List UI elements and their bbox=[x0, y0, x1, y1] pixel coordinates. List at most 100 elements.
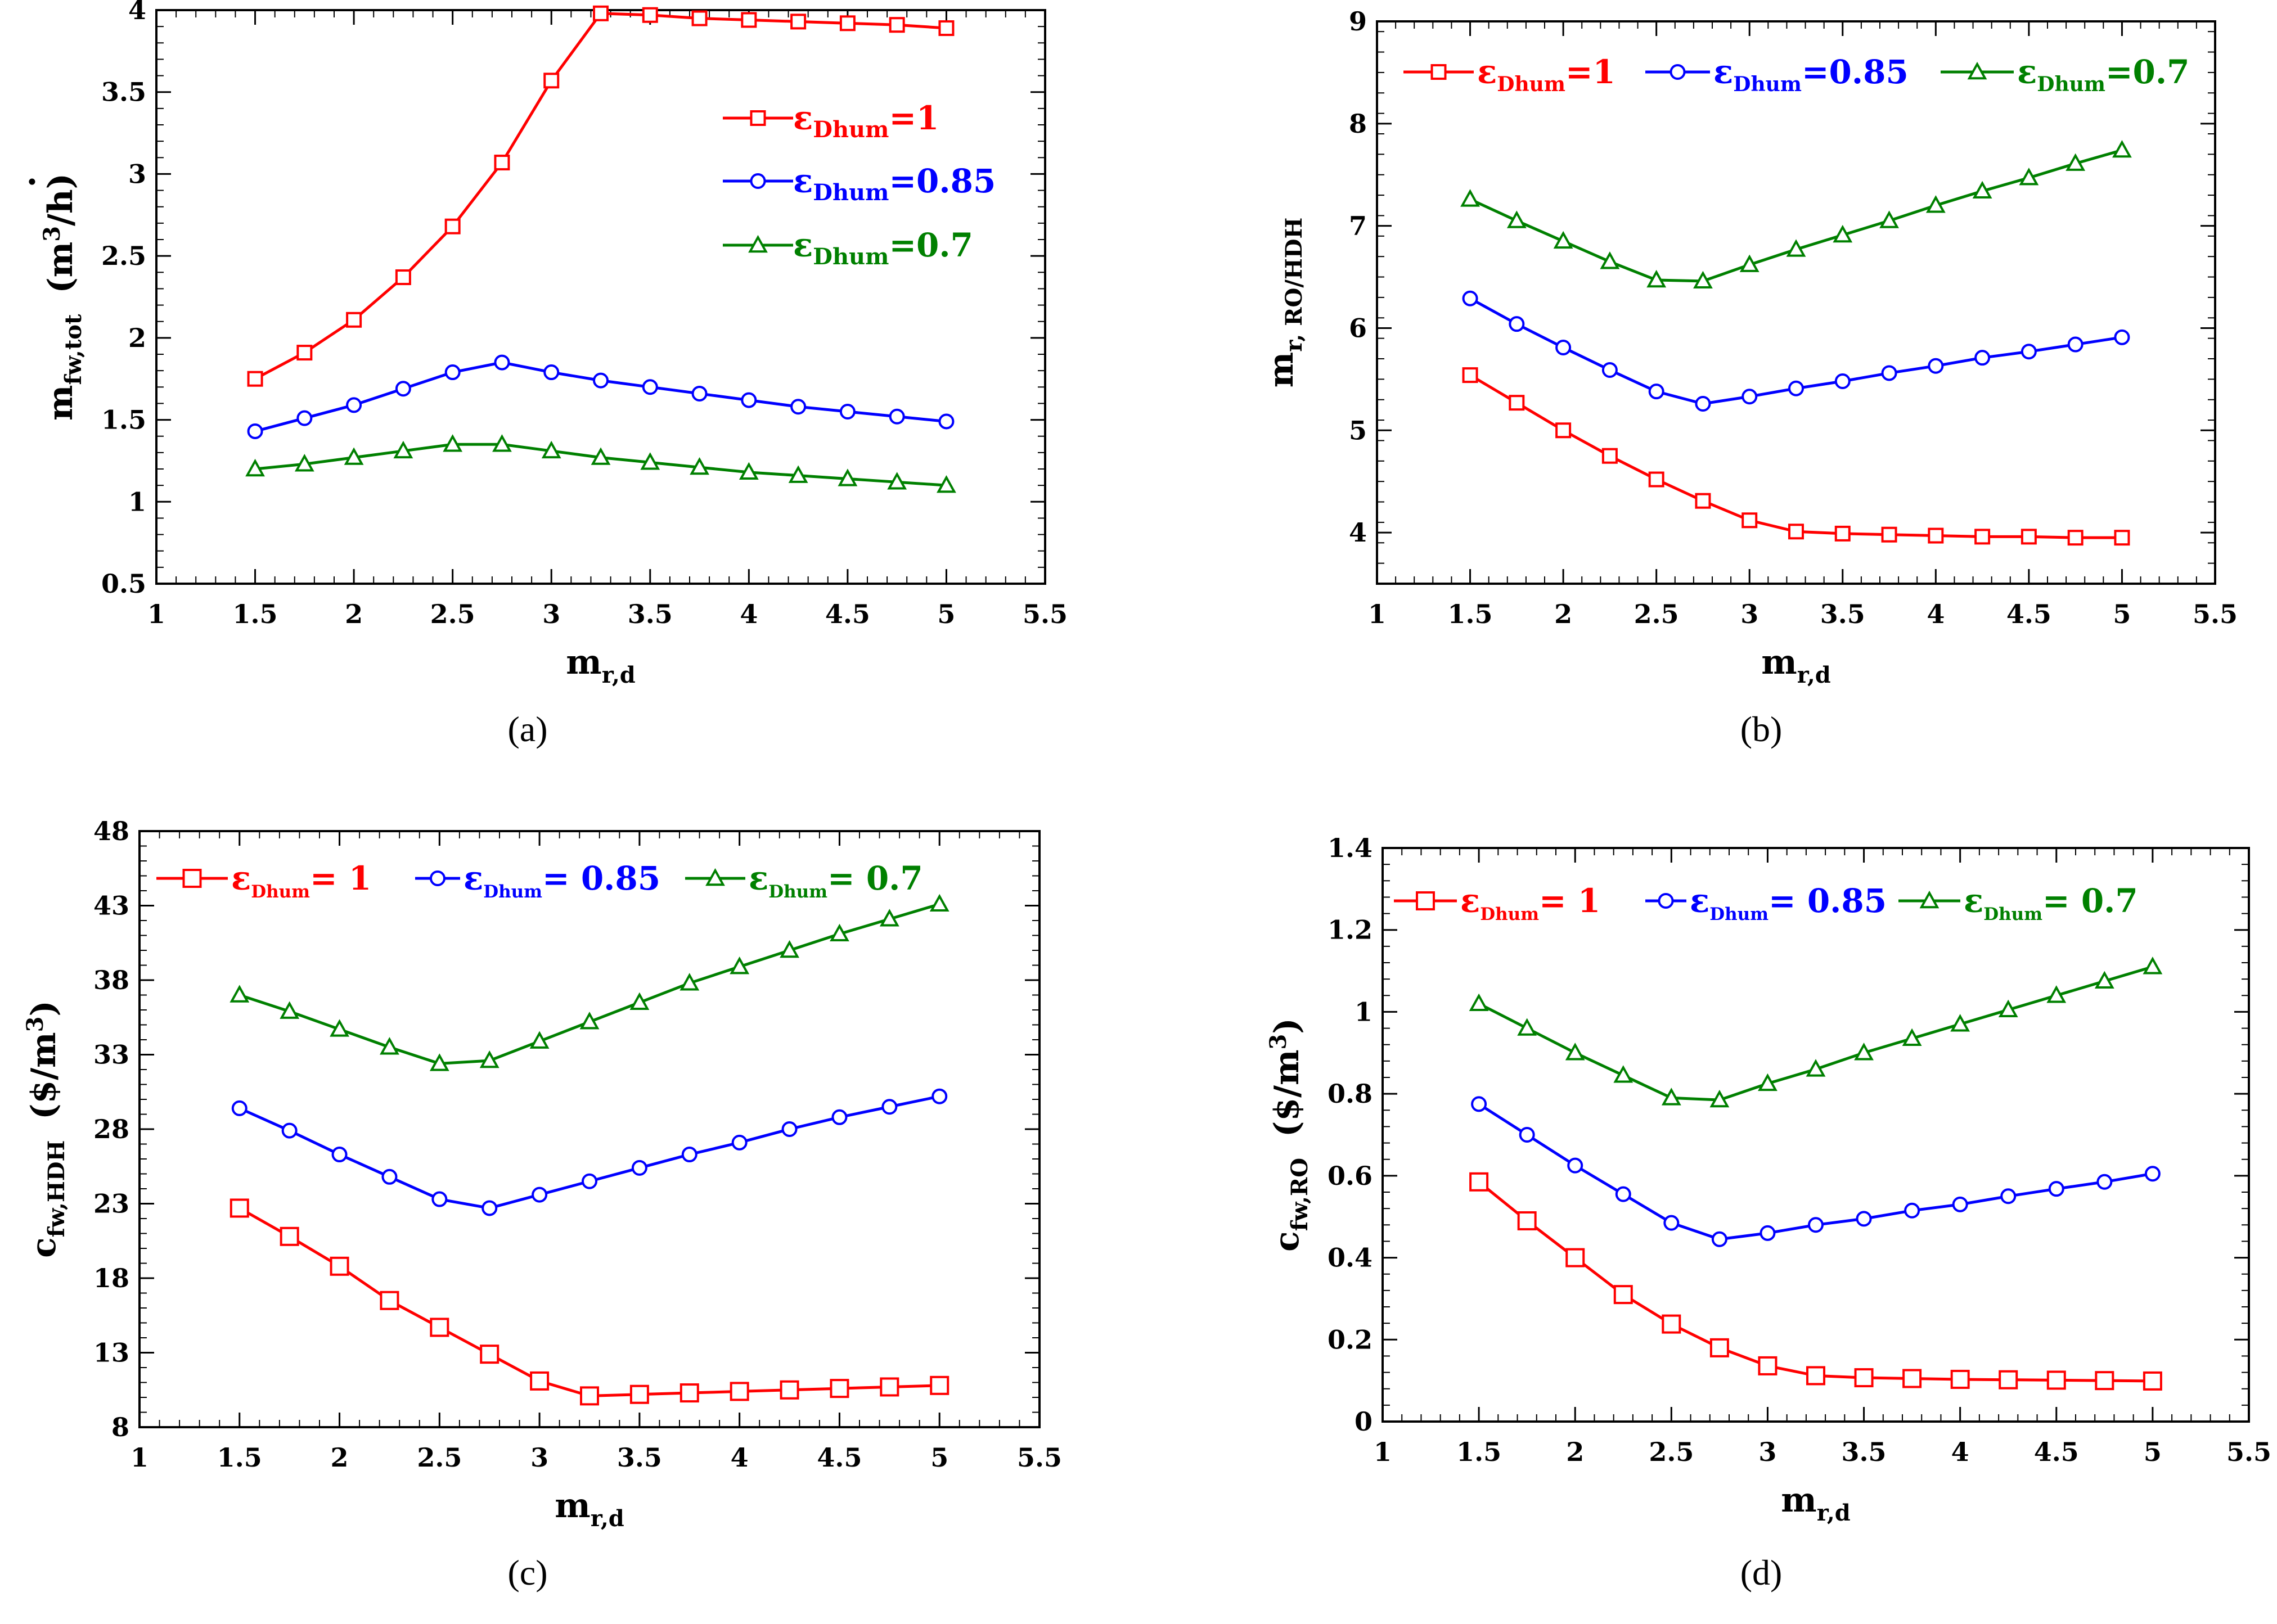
data-point bbox=[344, 447, 364, 465]
legend-marker bbox=[1416, 891, 1435, 910]
data-point bbox=[480, 1345, 500, 1364]
data-point bbox=[1462, 290, 1478, 306]
data-point bbox=[230, 985, 250, 1003]
data-point bbox=[2096, 1174, 2113, 1190]
data-point bbox=[831, 1109, 848, 1125]
data-point bbox=[629, 1384, 649, 1404]
x-tick-label: 3.5 bbox=[617, 1442, 662, 1473]
y-axis-label: mr, RO/HDH bbox=[1262, 218, 1307, 387]
x-axis-label-main: m bbox=[1761, 643, 1797, 682]
data-point bbox=[1709, 1338, 1729, 1357]
data-point bbox=[247, 371, 263, 387]
data-point bbox=[2114, 530, 2130, 546]
series-line bbox=[1469, 373, 2122, 539]
data-point bbox=[529, 1031, 550, 1049]
data-point bbox=[296, 345, 313, 361]
x-tick-label: 5.5 bbox=[1017, 1442, 1062, 1473]
data-point bbox=[1742, 389, 1758, 405]
data-point bbox=[1695, 396, 1711, 412]
x-tick-label: 1.5 bbox=[1448, 599, 1493, 629]
y-tick-label: 33 bbox=[93, 1040, 129, 1070]
data-point bbox=[579, 1012, 600, 1030]
y-tick-label: 43 bbox=[93, 891, 129, 921]
x-tick-label: 1 bbox=[1374, 1437, 1392, 1467]
data-point bbox=[1974, 350, 1991, 366]
data-point bbox=[691, 385, 708, 402]
data-point bbox=[2067, 336, 2084, 353]
data-point bbox=[741, 392, 757, 408]
series-line bbox=[238, 1207, 940, 1397]
data-point bbox=[444, 364, 461, 381]
data-point bbox=[741, 12, 757, 28]
data-point bbox=[1974, 529, 1991, 545]
data-point bbox=[479, 1050, 500, 1068]
data-point bbox=[629, 992, 650, 1010]
data-point bbox=[429, 1053, 449, 1071]
x-tick-label: 4 bbox=[731, 1442, 749, 1473]
legend: εDhum= 1 εDhum= 0.85 εDhum= 0.7 bbox=[1394, 882, 2138, 924]
legend-marker bbox=[750, 110, 766, 126]
data-point bbox=[280, 1001, 300, 1019]
legend-sub: Dhum bbox=[813, 116, 889, 143]
data-point bbox=[231, 1100, 248, 1116]
x-tick-label: 2 bbox=[1566, 1437, 1584, 1467]
panel-d: 1 1.5 2 2.5 3 3.5 4 4.5 5 5.5 0 0.2 0.4 0.6 0.8 1 1.2 1.4… bbox=[1265, 833, 2271, 1593]
plot-frame bbox=[1382, 847, 2250, 1423]
legend-sub: Dhum bbox=[813, 243, 889, 270]
x-axis-label: mr,d bbox=[555, 1486, 624, 1532]
legend-marker bbox=[748, 234, 768, 253]
data-point bbox=[1662, 1314, 1681, 1334]
data-point bbox=[2143, 957, 2163, 975]
data-point bbox=[780, 940, 799, 958]
x-axis-label: mr,d bbox=[566, 643, 636, 688]
data-point bbox=[1565, 1043, 1585, 1061]
legend-value: = 0.7 bbox=[827, 859, 923, 897]
legend-entry: εDhum=1 bbox=[793, 99, 939, 143]
data-point bbox=[938, 413, 955, 430]
y-tick-label: 3.5 bbox=[101, 77, 146, 107]
x-tick-label: 2 bbox=[1554, 599, 1572, 629]
data-point bbox=[1998, 999, 2018, 1017]
data-point bbox=[1517, 1211, 1537, 1230]
data-point bbox=[395, 269, 411, 286]
y-tick-label: 2 bbox=[128, 323, 146, 353]
x-tick-label: 5.5 bbox=[1023, 599, 1068, 629]
data-point bbox=[593, 5, 609, 21]
y-tick-label: 0 bbox=[1354, 1406, 1372, 1437]
legend-entry: εDhum=0.85 bbox=[1713, 53, 1909, 96]
data-point bbox=[1806, 1366, 1825, 1386]
data-point bbox=[346, 312, 362, 328]
data-point bbox=[1928, 527, 1944, 544]
y-tick-label: 1 bbox=[1354, 996, 1372, 1027]
legend-value: =1 bbox=[889, 99, 939, 137]
data-point bbox=[1739, 254, 1760, 272]
legend-epsilon: ε bbox=[793, 226, 813, 264]
data-point bbox=[1519, 1127, 1535, 1143]
legend-epsilon: ε bbox=[1477, 53, 1497, 91]
data-point bbox=[2020, 344, 2037, 360]
x-tick-label: 4.5 bbox=[2006, 599, 2051, 629]
y-axis-label-dot: · bbox=[13, 176, 52, 188]
panel-label: (c) bbox=[507, 1553, 547, 1593]
data-point bbox=[1615, 1186, 1631, 1202]
legend-sub: Dhum bbox=[251, 882, 310, 902]
data-point bbox=[1460, 189, 1480, 207]
data-point bbox=[1711, 1231, 1727, 1247]
data-point bbox=[532, 1187, 548, 1203]
data-point bbox=[2094, 971, 2114, 989]
y-axis-label-main: m bbox=[1262, 352, 1301, 388]
data-point bbox=[280, 1226, 299, 1246]
series-3 bbox=[245, 434, 956, 493]
x-tick-label: 2.5 bbox=[1634, 599, 1679, 629]
data-point bbox=[1788, 380, 1804, 396]
legend-sub: Dhum bbox=[483, 882, 542, 902]
data-point bbox=[929, 894, 950, 912]
y-tick-label: 48 bbox=[93, 816, 129, 846]
x-tick-label: 5 bbox=[937, 599, 955, 629]
series-1 bbox=[230, 1198, 950, 1406]
y-tick-label: 8 bbox=[1349, 109, 1367, 139]
y-tick-label: 1.5 bbox=[101, 405, 146, 435]
data-point bbox=[380, 1291, 399, 1310]
legend-value: = 0.7 bbox=[2042, 882, 2138, 920]
